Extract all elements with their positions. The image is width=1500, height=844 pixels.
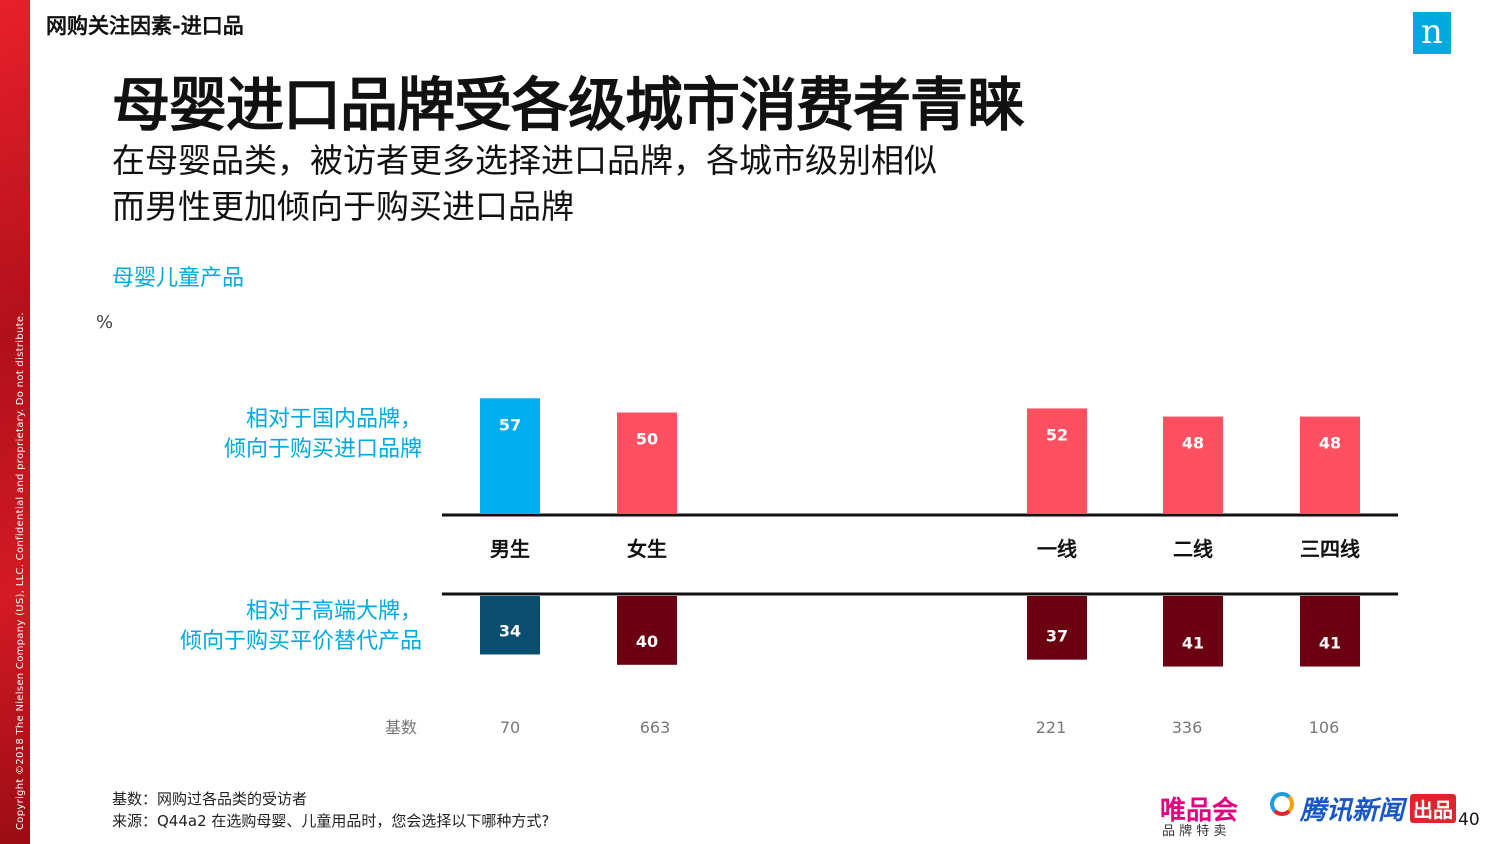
subtitle-line: 在母婴品类，被访者更多选择进口品牌，各城市级别相似 — [112, 141, 937, 180]
row-label-line: 相对于高端大牌， — [245, 599, 422, 624]
page-number: 40 — [1458, 810, 1480, 830]
row-label-line: 相对于国内品牌， — [245, 407, 422, 432]
section-title: 网购关注因素-进口品 — [46, 14, 244, 38]
tencent-news-icon — [1270, 792, 1294, 816]
y-unit: % — [96, 312, 114, 333]
decorative-red-strip: Copyright ©2018 The Nielsen Company (US)… — [0, 0, 30, 844]
base-value: 106 — [1309, 718, 1340, 737]
data-label: 37 — [1046, 627, 1068, 646]
bar-affordable — [480, 596, 540, 655]
category-label: 三四线 — [1300, 537, 1360, 561]
row-label-line: 倾向于购买进口品牌 — [223, 437, 422, 462]
subtitle: 在母婴品类，被访者更多选择进口品牌，各城市级别相似 而男性更加倾向于购买进口品牌 — [112, 138, 937, 230]
data-label: 41 — [1182, 634, 1204, 653]
bar-import — [617, 412, 677, 514]
base-value: 336 — [1172, 718, 1203, 737]
bar-import — [1163, 416, 1223, 514]
base-label: 基数 — [385, 718, 417, 737]
subtitle-line: 而男性更加倾向于购买进口品牌 — [112, 187, 574, 226]
tencent-news-logo: 腾讯新闻 — [1300, 796, 1405, 826]
base-value: 663 — [640, 718, 671, 737]
row-label-line: 倾向于购买平价替代产品 — [179, 629, 422, 654]
data-label: 40 — [636, 632, 658, 651]
bar-affordable — [1163, 596, 1223, 667]
nielsen-logo: n — [1413, 12, 1451, 54]
data-label: 41 — [1319, 634, 1341, 653]
category-label: 二线 — [1173, 537, 1213, 561]
bar-affordable — [617, 596, 677, 665]
badge: 出品 — [1410, 794, 1456, 823]
vip-logo: 唯品会 — [1160, 796, 1239, 826]
footnote-source: 来源：Q44a2 在选购母婴、儿童用品时，您会选择以下哪种方式? — [112, 812, 550, 830]
bar-affordable — [1300, 596, 1360, 667]
row-label-affordable: 相对于高端大牌， 倾向于购买平价替代产品 — [180, 597, 422, 657]
footnote-base: 基数：网购过各品类的受访者 — [112, 790, 308, 808]
data-label: 34 — [499, 621, 521, 640]
data-label: 48 — [1182, 434, 1204, 453]
category-label: 女生 — [627, 537, 667, 561]
category-label: 一线 — [1037, 537, 1077, 561]
category-label: 男生 — [490, 537, 530, 561]
data-label: 52 — [1046, 425, 1068, 444]
base-value: 221 — [1036, 718, 1067, 737]
bar-import — [1027, 408, 1087, 514]
data-label: 57 — [499, 415, 521, 434]
data-label: 48 — [1319, 434, 1341, 453]
bar-import — [480, 398, 540, 514]
chart-title: 母婴儿童产品 — [112, 266, 245, 291]
vip-slogan: 品 牌 特 卖 — [1162, 824, 1227, 839]
data-label: 50 — [636, 430, 658, 449]
row-label-import: 相对于国内品牌， 倾向于购买进口品牌 — [224, 405, 422, 465]
bar-import — [1300, 416, 1360, 514]
base-value: 70 — [500, 718, 520, 737]
page-title: 母婴进口品牌受各级城市消费者青睐 — [112, 71, 1025, 139]
bar-affordable — [1027, 596, 1087, 660]
